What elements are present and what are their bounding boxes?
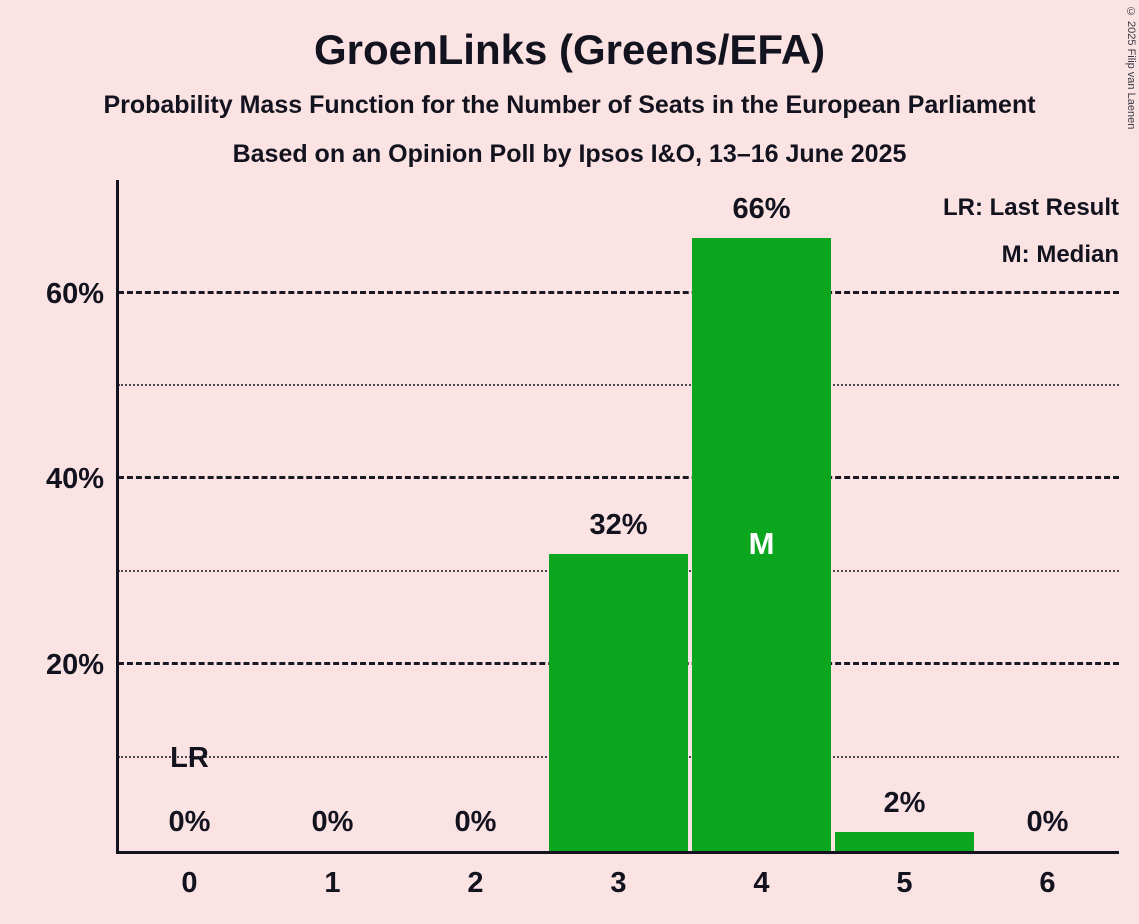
x-axis-labels: 0 1 2 3 4 5 6 — [118, 863, 1119, 907]
x-axis-tick-label: 6 — [1039, 867, 1056, 899]
bar-value-label: 32% — [589, 508, 648, 541]
bar-value-label: 2% — [883, 787, 926, 820]
bar-seats-5 — [835, 832, 974, 851]
bar-seats-4 — [692, 237, 831, 851]
bar-value-label: 0% — [454, 806, 497, 838]
x-axis-tick-label: 1 — [324, 867, 341, 899]
bar-value-label: 0% — [168, 806, 211, 838]
x-axis-tick-label: 5 — [896, 867, 913, 899]
x-axis-tick-label: 3 — [610, 867, 627, 899]
y-axis-labels: 20% 40% 60% — [0, 182, 104, 851]
copyright-notice: © 2025 Filip van Laenen — [1125, 6, 1137, 130]
legend-last-result: LR: Last Result — [942, 194, 1119, 221]
median-label: M — [748, 526, 775, 562]
plot-area: 0% 0% 0% 32% 66% 2% 0% M LR — [118, 182, 1119, 851]
chart-subtitle-line2: Based on an Opinion Poll by Ipsos I&O, 1… — [232, 140, 907, 168]
x-axis-tick-label: 4 — [753, 867, 770, 899]
y-axis-tick-label: 20% — [45, 649, 104, 682]
legend: LR: Last Result M: Median — [943, 184, 1119, 278]
gridline-major-60 — [118, 290, 1119, 294]
last-result-label: LR — [170, 742, 209, 775]
x-axis-tick-label: 2 — [467, 867, 484, 899]
x-axis-line — [116, 851, 1119, 854]
chart-title: GroenLinks (Greens/EFA) — [313, 26, 826, 73]
chart-subtitle-line1: Probability Mass Function for the Number… — [103, 91, 1036, 119]
bar-value-label: 0% — [1026, 806, 1069, 838]
y-axis-tick-label: 60% — [45, 277, 104, 310]
gridline-minor-50 — [118, 384, 1119, 387]
y-axis-tick-label: 40% — [45, 463, 104, 496]
bar-value-label: 0% — [311, 806, 354, 838]
y-axis-line — [116, 180, 119, 854]
bar-value-label: 66% — [732, 192, 791, 225]
x-axis-tick-label: 0 — [181, 867, 198, 899]
gridline-major-40 — [118, 476, 1119, 480]
legend-median: M: Median — [1001, 241, 1119, 268]
bar-seats-3 — [549, 553, 688, 851]
